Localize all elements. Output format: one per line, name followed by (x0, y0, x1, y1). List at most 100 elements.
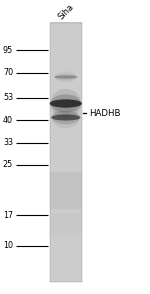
Bar (50, 53, 82, 55)
Bar (50, 37, 82, 40)
Ellipse shape (52, 107, 80, 128)
Bar (50, 275, 82, 278)
Bar (50, 122, 82, 124)
Bar (50, 247, 82, 250)
Bar (50, 217, 82, 219)
Bar (50, 146, 82, 148)
Bar (50, 176, 82, 178)
Bar (50, 78, 82, 81)
Ellipse shape (54, 75, 78, 79)
Bar (50, 141, 82, 144)
Ellipse shape (52, 111, 80, 124)
Text: 17: 17 (3, 211, 13, 220)
Bar (50, 137, 82, 139)
Text: 33: 33 (3, 138, 13, 147)
Bar (50, 115, 82, 118)
Text: HADHB: HADHB (89, 109, 121, 118)
Bar (50, 104, 82, 107)
Ellipse shape (51, 89, 81, 118)
Bar (50, 236, 82, 239)
Bar (50, 271, 82, 273)
Bar (50, 89, 82, 92)
Bar (50, 187, 82, 189)
Bar (50, 85, 82, 88)
Bar (50, 234, 82, 237)
Bar (50, 74, 82, 77)
Bar (50, 61, 82, 64)
Bar (50, 258, 82, 260)
Bar (50, 219, 82, 222)
Bar (50, 228, 82, 230)
Bar (50, 263, 82, 265)
Bar (50, 87, 82, 90)
Bar (50, 232, 82, 235)
Bar (50, 135, 82, 137)
Bar (50, 83, 82, 85)
Bar (50, 70, 82, 72)
Bar (50, 267, 82, 269)
Text: Siha: Siha (56, 2, 75, 21)
Bar (50, 165, 82, 168)
Bar (50, 113, 82, 116)
Bar (50, 221, 82, 224)
Ellipse shape (51, 94, 81, 113)
Bar (50, 72, 82, 74)
Bar (50, 46, 82, 49)
Bar (50, 269, 82, 271)
Bar (50, 48, 82, 51)
Bar (50, 59, 82, 61)
Bar (50, 64, 82, 66)
Bar (50, 131, 82, 133)
Bar (50, 57, 82, 59)
Bar (50, 161, 82, 163)
Bar (50, 252, 82, 254)
Bar (50, 22, 82, 25)
Bar (50, 109, 82, 111)
Text: 40: 40 (3, 116, 13, 125)
Bar (50, 172, 82, 174)
Bar (50, 68, 82, 70)
Bar (50, 31, 82, 34)
Bar (50, 152, 82, 155)
Ellipse shape (55, 73, 77, 81)
Ellipse shape (51, 114, 80, 121)
Bar (50, 278, 82, 280)
Bar (50, 51, 82, 53)
Bar (50, 193, 82, 196)
Bar (50, 215, 82, 217)
Bar (50, 66, 82, 68)
Bar (50, 24, 82, 27)
Bar (50, 254, 82, 256)
Bar (50, 256, 82, 258)
Bar (50, 133, 82, 135)
Bar (50, 195, 82, 198)
Bar (50, 120, 82, 122)
Bar (50, 202, 82, 204)
Bar (50, 198, 82, 200)
Bar (50, 280, 82, 282)
Bar (50, 249, 82, 252)
Bar (50, 126, 82, 128)
Bar (50, 185, 82, 187)
Bar (50, 98, 82, 101)
Bar (50, 189, 82, 191)
Bar (50, 111, 82, 113)
Bar (50, 33, 82, 36)
Bar (50, 225, 82, 228)
Bar (50, 81, 82, 83)
Bar (50, 191, 82, 193)
Bar (50, 208, 82, 211)
Bar (50, 150, 82, 152)
Bar (50, 204, 82, 206)
Bar (50, 118, 82, 120)
Text: 53: 53 (3, 93, 13, 102)
Text: 10: 10 (3, 241, 13, 250)
Bar (50, 158, 82, 161)
Bar (50, 139, 82, 141)
Bar (50, 44, 82, 46)
Text: 70: 70 (3, 68, 13, 77)
Bar (50, 265, 82, 267)
Bar (50, 182, 82, 185)
Ellipse shape (50, 99, 82, 108)
Bar (50, 27, 82, 29)
